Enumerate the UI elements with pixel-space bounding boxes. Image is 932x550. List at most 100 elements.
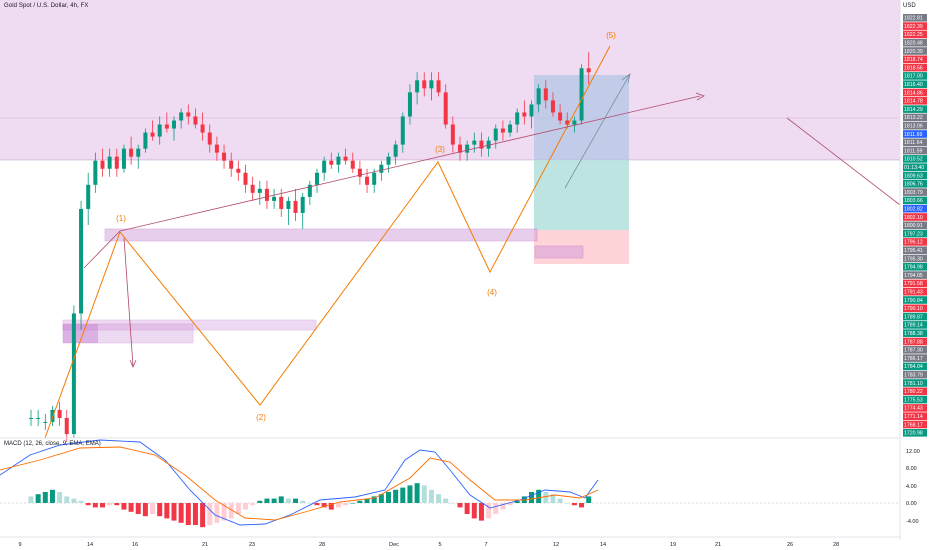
price-label: 1774.43	[904, 406, 923, 412]
price-label: 1818.74	[904, 57, 923, 63]
candle-body	[458, 144, 462, 153]
price-label-bg	[903, 321, 927, 329]
candle-body	[79, 208, 84, 314]
macd-bar	[443, 498, 449, 503]
price-label-bg	[903, 47, 927, 55]
price-label-bg	[903, 346, 927, 354]
order-block-lower	[62, 319, 317, 331]
candle-body	[243, 172, 248, 185]
candle-body	[200, 124, 205, 133]
macd-bar	[400, 487, 406, 503]
macd-bar	[464, 503, 470, 514]
candle-body	[164, 124, 169, 129]
macd-bar	[407, 485, 413, 503]
wave-label-1: (1)	[116, 214, 126, 223]
price-label: 1814.86	[904, 90, 923, 96]
macd-bar	[293, 498, 299, 503]
price-label: 1811.64	[904, 140, 922, 146]
candle-body	[508, 124, 513, 133]
candle-body	[129, 148, 134, 157]
macd-bar	[557, 498, 563, 503]
price-label: 1788.38	[904, 331, 923, 337]
macd-bar	[250, 503, 256, 506]
macd-bar	[85, 503, 91, 506]
price-label: 1800.91	[904, 223, 923, 229]
time-label: 19	[670, 542, 676, 548]
price-label: 1787.88	[904, 339, 923, 345]
price-label: 1822.39	[904, 24, 923, 30]
candle-body	[472, 140, 477, 145]
price-label-bg	[903, 171, 927, 180]
price-label-bg	[903, 63, 927, 72]
macd-bar	[328, 503, 334, 510]
candle-body	[186, 112, 191, 117]
macd-bar	[150, 503, 156, 514]
macd-bar	[307, 503, 313, 504]
time-label: 23	[249, 542, 255, 548]
candle-body	[550, 100, 555, 113]
price-label: 1794.98	[904, 265, 923, 271]
candle-body	[565, 120, 570, 125]
candle-body	[229, 160, 234, 169]
price-label-bg	[903, 429, 927, 437]
wave-label-3: (3)	[435, 145, 445, 154]
candle-body	[465, 144, 470, 153]
price-label-bg	[903, 72, 927, 80]
price-label: 1818.56	[904, 65, 923, 71]
candle-body	[300, 196, 305, 213]
candle-body	[307, 184, 312, 197]
time-label: 16	[132, 542, 138, 548]
price-label: 1771.14	[904, 414, 923, 420]
macd-bar	[285, 498, 291, 503]
price-label-bg	[903, 88, 927, 97]
candle-body	[372, 172, 377, 185]
macd-bar	[185, 503, 191, 525]
price-label: 1802.10	[904, 215, 923, 221]
candle-body	[343, 156, 348, 161]
trendline-upper	[119, 95, 701, 232]
order-block-right	[534, 245, 584, 259]
macd-bar	[64, 496, 70, 503]
candle-body	[293, 200, 298, 213]
macd-bar	[100, 503, 105, 508]
price-label-bg	[903, 404, 927, 412]
candles-group	[29, 52, 591, 443]
trendline-drop	[123, 237, 134, 367]
price-label-bg	[903, 238, 927, 246]
macd-bar	[157, 503, 163, 517]
price-label-bg	[903, 395, 927, 404]
candle-body	[450, 124, 455, 145]
candle-body	[114, 156, 119, 169]
price-label-bg	[903, 279, 927, 288]
macd-signal-line	[0, 446, 599, 521]
price-label: 1797.23	[904, 231, 923, 237]
macd-bar	[42, 492, 48, 503]
price-label: 1813.06	[904, 124, 923, 130]
candle-body	[93, 160, 98, 185]
currency-label: USD	[903, 3, 916, 9]
macd-axis-label: 12.00	[906, 449, 920, 455]
price-label-bg	[903, 312, 927, 321]
price-label: 1820.39	[904, 49, 923, 55]
candle-body	[422, 80, 427, 89]
candle-body	[107, 156, 112, 169]
price-label: 1775.53	[904, 397, 923, 403]
price-label: 1783.79	[904, 373, 923, 379]
macd-line	[0, 439, 599, 526]
price-label: 1786.17	[904, 356, 923, 362]
macd-bar	[378, 494, 384, 503]
candle-body	[264, 188, 269, 201]
candle-body	[257, 188, 262, 193]
price-label: 1822.81	[904, 16, 923, 22]
candle-body	[365, 176, 370, 185]
profit-zone	[534, 160, 629, 230]
trendline-left	[83, 230, 121, 269]
candle-body	[443, 92, 448, 125]
price-label-bg	[903, 146, 927, 155]
trendline-right	[786, 117, 901, 206]
macd-bar	[35, 494, 41, 503]
price-label: 1811.69	[904, 132, 922, 138]
price-label: 1784.04	[904, 364, 923, 370]
time-label: 21	[715, 542, 721, 548]
